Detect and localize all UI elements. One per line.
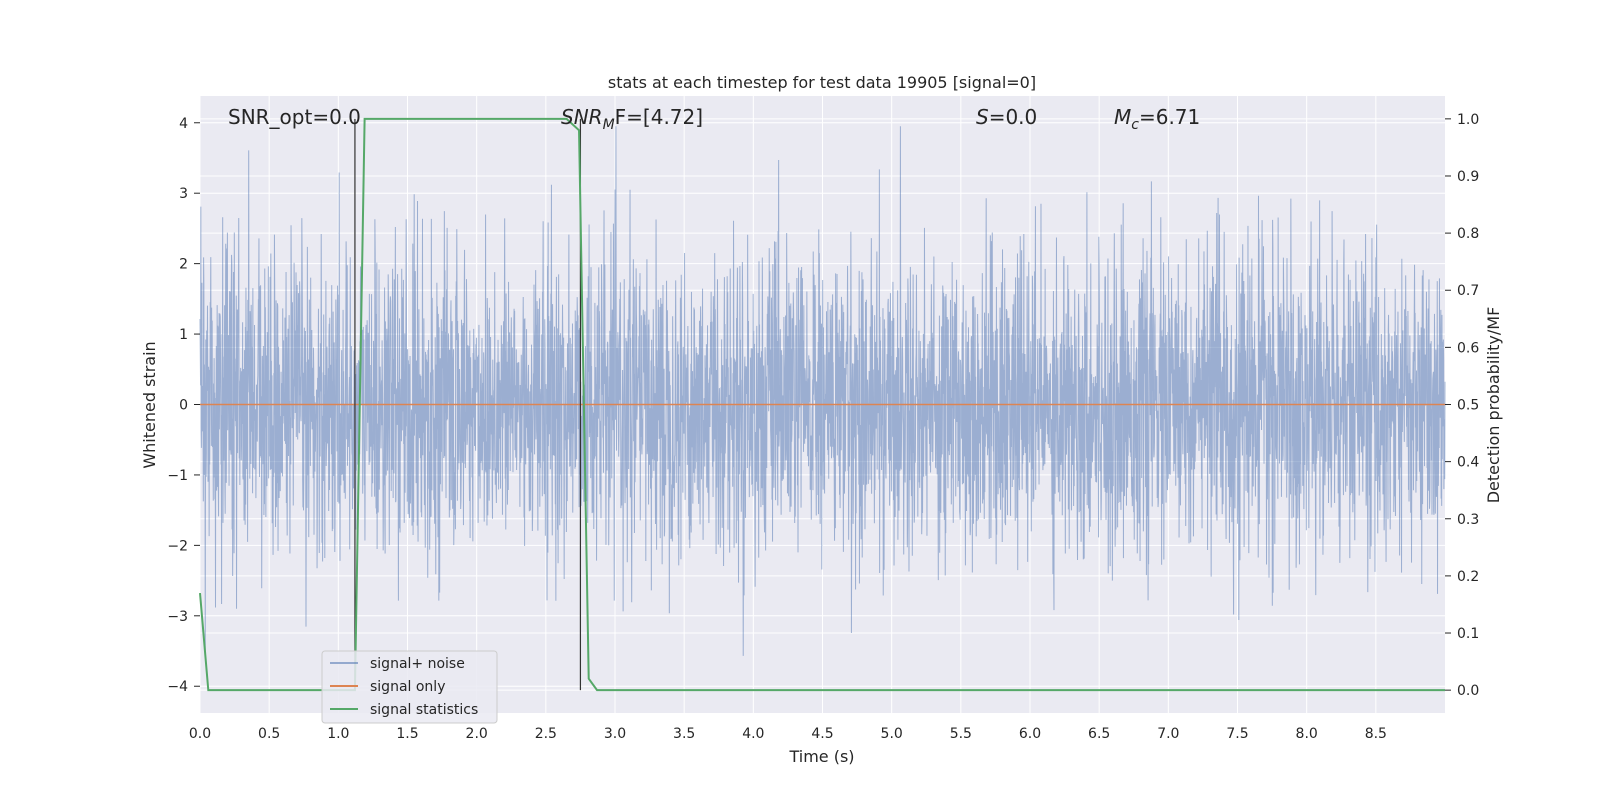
- y-tick-label-left: 0: [179, 398, 188, 414]
- x-tick-label: 7.5: [1226, 726, 1248, 742]
- x-tick-label: 5.5: [950, 726, 972, 742]
- y-axis-label-right: Detection probability/MF: [1484, 307, 1503, 504]
- y-ticks-right: 1.0 0.9 0.8 0.7 0.6 0.5 0.4 0.3 0.2 0.1 0.0: [1445, 112, 1479, 699]
- y-axis-label-left: Whitened strain: [140, 341, 159, 468]
- legend-label-signal-statistics: signal statistics: [370, 702, 478, 718]
- y-tick-label-right: 0.7: [1457, 283, 1479, 299]
- annotation-snr-mf: SNRMF=[4.72]: [561, 105, 703, 133]
- legend-label-signal-only: signal only: [370, 679, 445, 695]
- y-tick-label-right: 0.3: [1457, 512, 1479, 528]
- x-tick-label: 2.0: [466, 726, 488, 742]
- y-tick-label-right: 0.0: [1457, 683, 1479, 699]
- legend-label-signal-noise: signal+ noise: [370, 656, 465, 672]
- x-tick-label: 0.0: [189, 726, 211, 742]
- x-tick-label: 3.5: [673, 726, 695, 742]
- x-tick-label: 7.0: [1157, 726, 1179, 742]
- y-tick-label-left: 4: [179, 116, 188, 132]
- series-signal-statistics: [199, 117, 1445, 692]
- y-tick-label-left: −4: [167, 679, 188, 695]
- x-tick-label: 8.0: [1296, 726, 1318, 742]
- plot-area: [199, 117, 1446, 692]
- y-tick-label-right: 1.0: [1457, 112, 1479, 128]
- chart-title: stats at each timestep for test data 199…: [608, 73, 1036, 92]
- y-tick-label-left: 2: [179, 257, 188, 273]
- y-ticks-left: 4 3 2 1 0 −1 −2 −3 −4: [167, 116, 200, 695]
- series-signal-noise: [199, 126, 1446, 656]
- legend-box: [321, 650, 498, 724]
- x-tick-label: 1.5: [396, 726, 418, 742]
- x-tick-label: 0.5: [258, 726, 280, 742]
- y-tick-label-right: 0.6: [1457, 340, 1479, 356]
- y-tick-label-left: −3: [167, 609, 188, 625]
- y-tick-label-right: 0.4: [1457, 455, 1479, 471]
- legend: signal+ noise signal only signal statist…: [321, 650, 498, 724]
- x-tick-label: 4.5: [811, 726, 833, 742]
- y-tick-label-left: 1: [179, 327, 188, 343]
- annotation-snr-opt: SNR_opt=0.0: [228, 105, 361, 129]
- y-tick-label-right: 0.1: [1457, 626, 1479, 642]
- x-tick-label: 5.0: [881, 726, 903, 742]
- x-tick-label: 8.5: [1365, 726, 1387, 742]
- x-tick-label: 3.0: [604, 726, 626, 742]
- x-tick-label: 1.0: [327, 726, 349, 742]
- x-ticks: 0.0 0.5 1.0 1.5 2.0 2.5 3.0 3.5 4.0 4.5 5.0 5.5 6.0 6…: [189, 726, 1387, 742]
- x-tick-label: 2.5: [535, 726, 557, 742]
- y-tick-label-right: 0.8: [1457, 226, 1479, 242]
- x-tick-label: 6.5: [1088, 726, 1110, 742]
- y-tick-label-right: 0.9: [1457, 169, 1479, 185]
- x-tick-label: 6.0: [1019, 726, 1041, 742]
- annotation-s: S=0.0: [976, 105, 1037, 129]
- y-tick-label-left: −1: [167, 468, 188, 484]
- x-axis-label: Time (s): [788, 747, 854, 766]
- y-tick-label-left: 3: [179, 186, 188, 202]
- y-tick-label-right: 0.2: [1457, 569, 1479, 585]
- annotation-mc: Mc=6.71: [1114, 105, 1200, 133]
- y-tick-label-left: −2: [167, 538, 188, 554]
- y-tick-label-right: 0.5: [1457, 398, 1479, 414]
- x-tick-label: 4.0: [742, 726, 764, 742]
